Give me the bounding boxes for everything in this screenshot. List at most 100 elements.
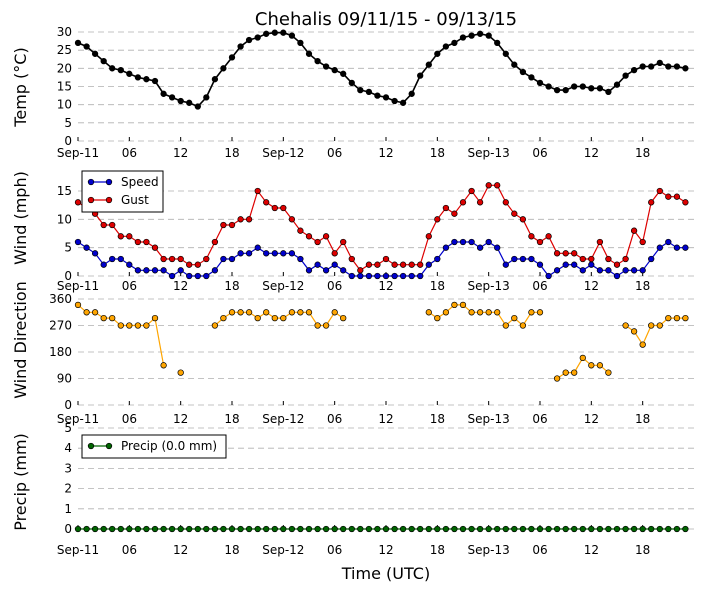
series-line-values xyxy=(77,304,686,379)
data-point xyxy=(459,525,467,533)
series-line-values xyxy=(77,31,686,108)
data-point xyxy=(211,322,219,329)
data-point xyxy=(519,68,527,76)
data-point xyxy=(100,221,107,229)
data-point xyxy=(502,50,509,57)
data-point xyxy=(134,267,142,274)
legend-marker xyxy=(105,178,113,186)
data-point xyxy=(263,199,270,206)
data-point xyxy=(117,255,124,263)
data-point xyxy=(126,322,133,329)
x-tick-label: 06 xyxy=(532,279,547,293)
y-tick-label: 30 xyxy=(57,25,72,39)
data-point xyxy=(622,267,629,274)
data-point xyxy=(399,99,407,106)
x-tick-label: 12 xyxy=(173,279,188,293)
data-point xyxy=(211,76,219,83)
data-point xyxy=(511,314,518,322)
panel-1: 0 5 10 15 Sep-11 06 12 18 Sep-12 06 12 18 Sep-13 06 12… xyxy=(11,170,694,293)
data-point xyxy=(468,525,475,533)
data-point xyxy=(639,63,646,70)
data-point xyxy=(579,267,586,274)
data-point xyxy=(134,238,142,246)
data-point xyxy=(553,525,561,533)
data-point xyxy=(374,272,381,280)
data-point xyxy=(194,272,201,280)
y-tick-label: 0 xyxy=(64,398,72,412)
data-point xyxy=(109,65,116,72)
data-point xyxy=(605,255,612,263)
data-point xyxy=(203,94,210,101)
data-point xyxy=(545,272,552,280)
x-tick-label: Sep-11 xyxy=(57,146,99,160)
data-point xyxy=(297,255,304,263)
data-point xyxy=(211,267,219,274)
x-tick-label: Sep-11 xyxy=(57,279,99,293)
data-point xyxy=(297,309,304,316)
x-tick-label: 06 xyxy=(532,146,547,160)
data-point xyxy=(100,57,107,65)
data-point xyxy=(579,525,586,533)
x-tick-label: 06 xyxy=(532,543,547,557)
data-point xyxy=(331,261,338,268)
data-point xyxy=(280,250,287,257)
x-tick-label: 12 xyxy=(584,146,599,160)
data-point xyxy=(382,272,390,280)
data-point xyxy=(288,216,296,223)
data-point xyxy=(228,525,236,533)
data-point xyxy=(502,322,509,329)
data-point xyxy=(211,238,219,246)
data-point xyxy=(91,525,99,533)
y-tick-label: 180 xyxy=(49,345,72,359)
data-point xyxy=(639,267,646,274)
data-point xyxy=(442,43,450,50)
data-point xyxy=(91,50,99,57)
data-point xyxy=(305,525,313,533)
data-point xyxy=(143,267,150,274)
data-point xyxy=(391,272,398,280)
data-point xyxy=(596,362,604,369)
data-point xyxy=(117,322,124,329)
data-point xyxy=(186,525,193,533)
data-point xyxy=(536,79,544,87)
data-point xyxy=(305,267,313,274)
data-point xyxy=(117,525,124,533)
data-point xyxy=(425,525,432,533)
data-point xyxy=(562,261,569,268)
data-point xyxy=(126,525,133,533)
data-point xyxy=(596,267,604,274)
data-point xyxy=(682,199,689,206)
data-point xyxy=(160,362,167,369)
data-point xyxy=(494,39,501,47)
data-point xyxy=(177,267,184,274)
data-point xyxy=(100,314,107,322)
data-point xyxy=(528,309,535,316)
data-point xyxy=(511,61,518,68)
data-point xyxy=(186,272,193,280)
y-tick-label: 10 xyxy=(57,212,72,226)
data-point xyxy=(365,525,373,533)
data-point xyxy=(177,255,184,263)
data-point xyxy=(562,369,569,376)
data-point xyxy=(83,244,90,251)
data-point xyxy=(451,39,458,47)
data-point xyxy=(168,255,176,263)
data-point xyxy=(502,525,509,533)
data-point xyxy=(451,210,458,217)
data-point xyxy=(245,250,253,257)
data-point xyxy=(263,250,270,257)
data-point xyxy=(434,314,441,322)
data-point xyxy=(476,309,484,316)
legend-marker xyxy=(87,196,95,204)
data-point xyxy=(168,94,176,101)
data-point xyxy=(391,97,398,105)
data-point xyxy=(639,238,646,246)
data-point xyxy=(263,309,270,316)
data-point xyxy=(357,267,364,274)
x-tick-label: 18 xyxy=(430,279,445,293)
data-point xyxy=(613,81,621,88)
data-point xyxy=(442,525,450,533)
data-point xyxy=(648,63,655,70)
